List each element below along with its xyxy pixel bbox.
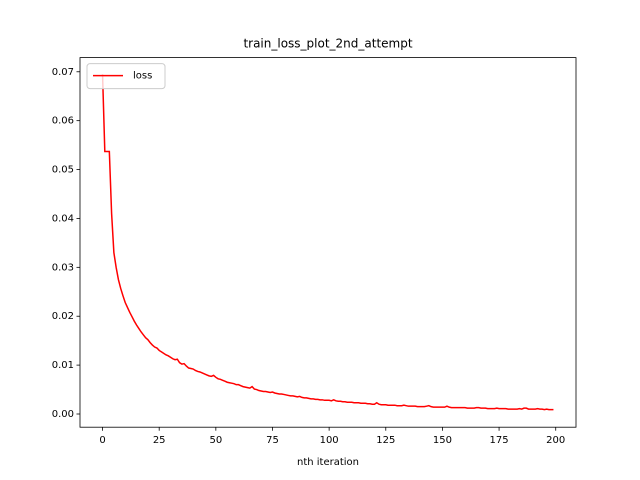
legend-box	[86, 63, 166, 90]
y-tick-label: 0.06	[52, 116, 74, 127]
plot-frame	[79, 57, 577, 428]
loss-line	[101, 74, 554, 411]
x-axis-label: nth iteration	[297, 457, 359, 468]
x-tick-label: 125	[376, 435, 395, 446]
y-tick-label: 0.03	[52, 262, 74, 273]
x-tick-label: 150	[433, 435, 452, 446]
x-tick-label: 75	[266, 435, 279, 446]
x-tick-label: 0	[99, 435, 105, 446]
x-tick-label: 25	[153, 435, 166, 446]
y-tick-label: 0.01	[52, 360, 74, 371]
x-tick-label: 200	[546, 435, 565, 446]
y-tick-label: 0.04	[52, 213, 74, 224]
y-tick-label: 0.00	[52, 409, 74, 420]
y-tick-label: 0.05	[52, 165, 74, 176]
x-tick-label: 50	[209, 435, 222, 446]
legend-label: loss	[133, 71, 152, 82]
x-tick-label: 100	[320, 435, 339, 446]
y-tick-label: 0.02	[52, 311, 74, 322]
y-tick-label: 0.07	[52, 67, 74, 78]
x-tick-label: 175	[490, 435, 509, 446]
chart-title: train_loss_plot_2nd_attempt	[243, 37, 412, 51]
